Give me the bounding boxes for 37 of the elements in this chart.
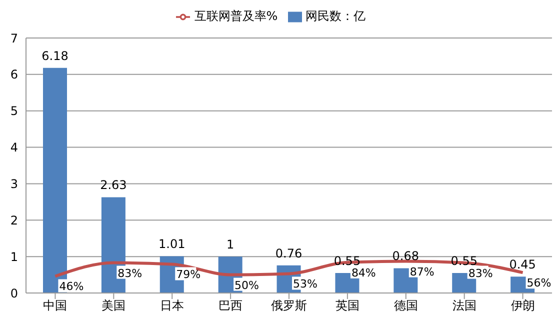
data-label: 53% (293, 278, 318, 291)
data-label: 0.55 (450, 254, 478, 268)
data-label: 1 (226, 238, 234, 252)
legend-label: 互联网普及率% (194, 9, 278, 23)
data-label: 83% (468, 266, 493, 280)
x-tick-label: 德国 (394, 298, 418, 313)
data-label: 0.68 (392, 249, 420, 264)
x-tick-label: 法国 (452, 298, 476, 313)
data-label: 0.76 (275, 246, 302, 260)
x-tick-label: 日本 (160, 298, 184, 313)
x-tick-label: 英国 (335, 298, 360, 313)
data-label: 84% (351, 266, 376, 280)
legend-label: 网民数：亿 (306, 9, 366, 23)
data-label: 2.63 (100, 178, 127, 192)
x-tick-label: 美国 (102, 298, 126, 313)
data-label: 1.01 (158, 237, 186, 252)
data-label: 0.45 (509, 258, 536, 272)
data-label: 46% (59, 280, 84, 294)
data-label: 87% (410, 265, 434, 278)
y-tick-label: 4 (10, 140, 18, 155)
data-label: 0.55 (334, 254, 361, 268)
data-label: 50% (234, 278, 260, 292)
x-tick-label: 中国 (43, 298, 68, 313)
y-tick-label: 0 (10, 286, 18, 300)
data-label: 83% (118, 266, 142, 280)
y-tick-label: 5 (10, 104, 18, 118)
x-tick-label: 俄罗斯 (271, 298, 307, 313)
data-label: 79% (176, 268, 201, 282)
y-tick-label: 6 (10, 68, 18, 82)
y-tick-label: 7 (10, 31, 18, 46)
y-tick-label: 1 (10, 250, 18, 264)
y-tick-label: 2 (10, 213, 18, 228)
y-tick-label: 3 (10, 176, 18, 191)
data-label: 6.18 (42, 48, 68, 63)
x-tick-label: 巴西 (218, 298, 243, 313)
x-tick-label: 伊朗 (510, 298, 535, 313)
data-label: 56% (526, 276, 552, 290)
